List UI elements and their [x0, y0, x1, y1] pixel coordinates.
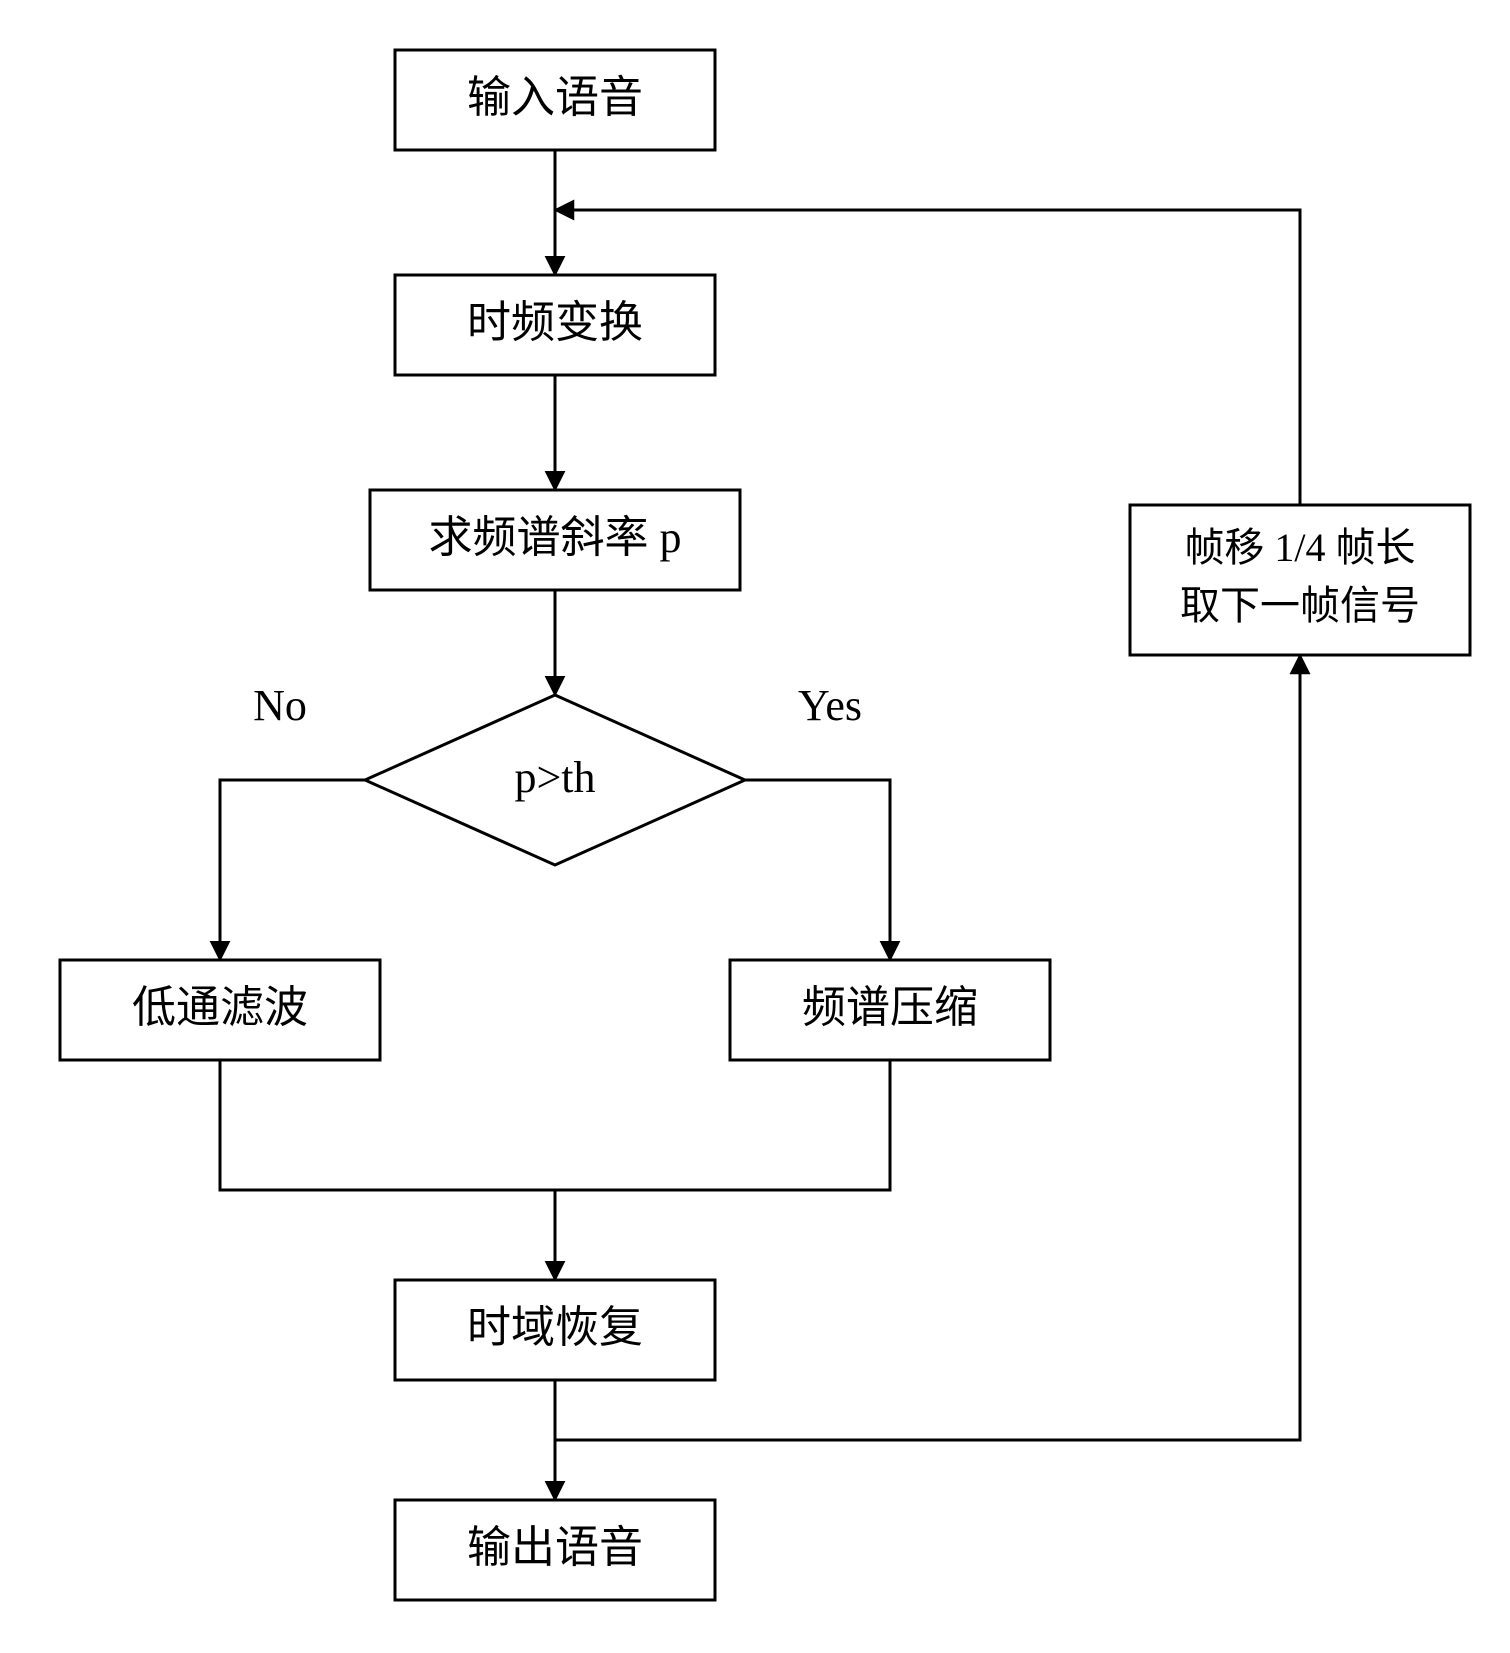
- node-label-slope: 求频谱斜率 p: [429, 513, 682, 562]
- edge: [220, 1060, 555, 1190]
- node-label-output: 输出语音: [467, 1523, 643, 1572]
- node-label-input: 输入语音: [467, 73, 643, 122]
- node-label-tf: 时频变换: [467, 298, 643, 347]
- edge: [745, 780, 890, 960]
- branch-label-yes: Yes: [798, 681, 862, 730]
- edge: [220, 780, 365, 960]
- node-label2-frameshift: 取下一帧信号: [1180, 583, 1420, 628]
- node-label-recover: 时域恢复: [467, 1303, 643, 1352]
- node-label-compress: 频谱压缩: [802, 983, 978, 1032]
- flowchart: 输入语音时频变换求频谱斜率 p p>th 低通滤波 频谱压缩时域恢复输出语音 帧移 1/…: [0, 0, 1510, 1653]
- branch-label-no: No: [253, 681, 307, 730]
- node-label1-frameshift: 帧移 1/4 帧长: [1184, 525, 1415, 570]
- edge: [555, 1060, 890, 1190]
- node-label-decision: p>th: [514, 753, 595, 802]
- node-label-lowpass: 低通滤波: [132, 983, 308, 1032]
